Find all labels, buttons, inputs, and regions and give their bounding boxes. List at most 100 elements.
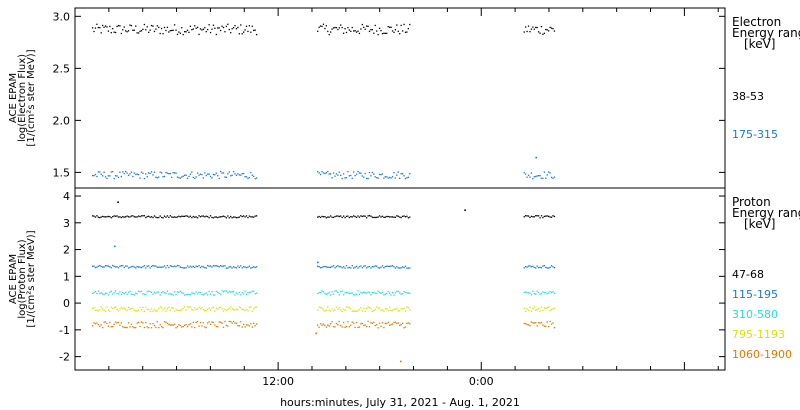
data-point (96, 309, 98, 311)
data-point (374, 216, 376, 219)
data-point (355, 31, 358, 33)
data-point (357, 290, 359, 292)
series-115-195 (91, 245, 556, 269)
data-point (348, 266, 351, 269)
data-point (241, 215, 243, 218)
data-point (132, 29, 134, 31)
data-point (338, 294, 340, 296)
data-point (545, 28, 547, 31)
data-point (549, 172, 551, 174)
data-point (199, 173, 202, 175)
data-point (317, 265, 319, 267)
data-point (353, 30, 355, 32)
data-point (96, 292, 98, 295)
data-point (317, 216, 319, 218)
data-point (160, 325, 163, 328)
data-point (536, 325, 538, 327)
data-point (114, 175, 117, 177)
data-point (158, 307, 160, 310)
data-point (132, 265, 134, 268)
data-point (361, 23, 363, 26)
data-point (553, 327, 556, 329)
data-point (117, 24, 120, 27)
data-point (253, 29, 255, 32)
data-point (248, 25, 251, 27)
data-point (244, 290, 246, 292)
data-point (394, 177, 397, 179)
data-point (348, 292, 351, 295)
data-point (113, 265, 115, 268)
data-point (225, 25, 228, 28)
data-point (537, 307, 540, 310)
data-point (201, 293, 203, 296)
data-point (334, 326, 336, 328)
data-point (371, 171, 374, 174)
data-point (114, 31, 117, 34)
data-point (325, 172, 327, 174)
data-point (338, 306, 340, 309)
data-point (393, 216, 395, 218)
data-point (354, 174, 356, 177)
data-point (318, 172, 320, 174)
data-point (530, 310, 533, 313)
data-point (535, 175, 537, 178)
data-point (231, 28, 233, 30)
data-point (552, 177, 554, 179)
data-point (188, 31, 190, 34)
data-point (222, 26, 225, 29)
data-point (403, 307, 405, 310)
data-point (219, 265, 222, 267)
data-point (546, 215, 548, 217)
data-point (202, 294, 205, 296)
data-point (231, 291, 233, 293)
data-point (383, 267, 385, 269)
data-point (99, 325, 101, 328)
data-point (318, 266, 320, 268)
data-point (94, 216, 97, 218)
data-point (142, 172, 144, 174)
data-point (192, 176, 194, 179)
data-point (162, 266, 164, 268)
data-point (207, 294, 209, 296)
data-point (255, 266, 258, 268)
data-point (527, 324, 530, 326)
data-point (135, 173, 137, 176)
data-point (221, 290, 223, 292)
data-point (550, 27, 553, 29)
data-point (165, 29, 167, 32)
data-point (347, 292, 349, 294)
data-point (93, 30, 95, 33)
data-point (112, 215, 114, 218)
data-point (380, 292, 382, 294)
data-point (345, 265, 348, 267)
data-point (539, 32, 541, 34)
data-point (371, 265, 374, 268)
data-point (543, 215, 546, 218)
data-point (231, 267, 233, 269)
data-point (122, 292, 124, 294)
data-point (335, 265, 338, 268)
data-point (211, 28, 213, 30)
data-point (404, 31, 407, 33)
data-point (196, 26, 199, 29)
data-point (324, 27, 326, 30)
data-point (536, 26, 538, 29)
data-point (103, 293, 105, 296)
data-point (344, 267, 346, 269)
data-point (391, 265, 394, 267)
data-point (185, 174, 187, 176)
data-point (150, 291, 153, 294)
data-point (330, 31, 332, 33)
data-point (204, 266, 206, 269)
data-point (545, 215, 547, 217)
data-point (543, 171, 546, 173)
data-point (127, 306, 130, 309)
data-point (552, 291, 554, 293)
data-point (341, 310, 343, 313)
data-point (527, 292, 530, 294)
data-point (132, 307, 134, 309)
data-point (530, 294, 533, 296)
data-point (530, 215, 533, 218)
data-point (383, 294, 385, 296)
data-point (401, 30, 404, 32)
